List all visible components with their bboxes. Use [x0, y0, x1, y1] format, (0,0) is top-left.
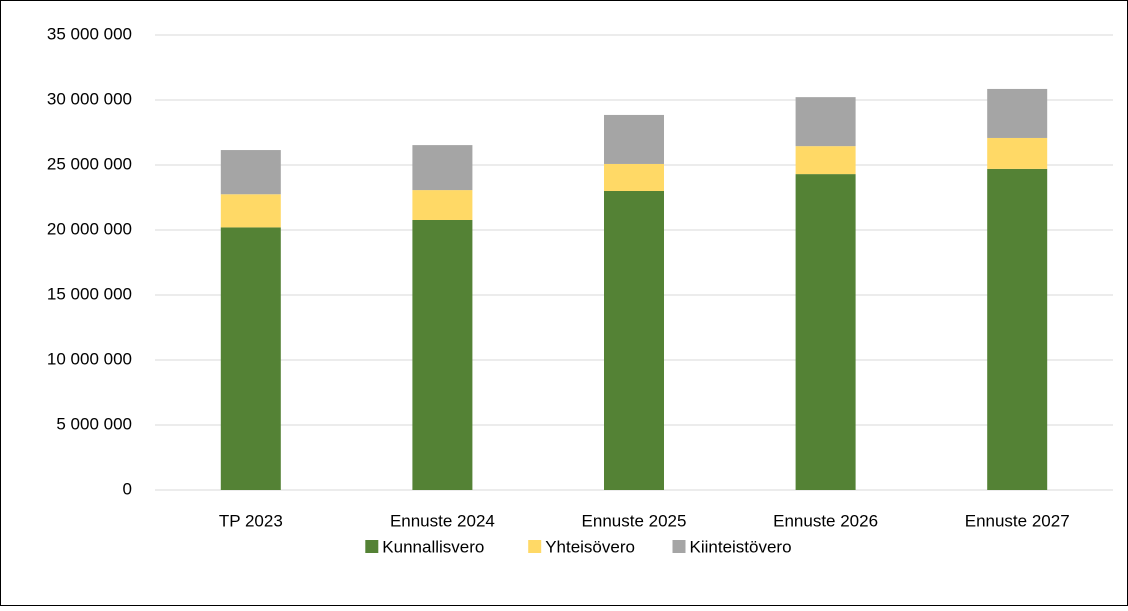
- bar-segment: [412, 219, 473, 491]
- legend-swatch: [672, 540, 686, 553]
- y-tick-label: 5 000 000: [56, 414, 132, 433]
- y-tick-label: 0: [123, 479, 132, 498]
- bar-segment: [220, 194, 281, 228]
- y-tick-label: 25 000 000: [47, 154, 132, 173]
- y-tick-label: 10 000 000: [47, 349, 132, 368]
- x-tick-label: Ennuste 2026: [773, 511, 878, 530]
- legend-label: Yhteisövero: [545, 537, 635, 556]
- legend-swatch: [528, 540, 542, 553]
- x-tick-label: Ennuste 2027: [965, 511, 1070, 530]
- legend-label: Kunnallisvero: [382, 537, 484, 556]
- x-tick-label: Ennuste 2025: [582, 511, 687, 530]
- x-tick-label: Ennuste 2024: [390, 511, 495, 530]
- bar-segment: [604, 191, 664, 490]
- y-tick-label: 35 000 000: [47, 24, 132, 43]
- bar-segment: [795, 146, 856, 175]
- bar-segment: [604, 114, 664, 164]
- legend-swatch: [365, 540, 379, 553]
- y-tick-label: 15 000 000: [47, 284, 132, 303]
- y-tick-label: 30 000 000: [47, 89, 132, 108]
- bar-segment: [220, 150, 281, 195]
- bar-segment: [987, 137, 1048, 169]
- bar-segment: [795, 97, 856, 147]
- bar-segment: [220, 227, 281, 490]
- bar-segment: [987, 88, 1048, 138]
- bar-segment: [604, 163, 664, 191]
- legend-label: Kiinteistövero: [690, 537, 792, 556]
- bar-segment: [987, 168, 1048, 490]
- y-tick-label: 20 000 000: [47, 219, 132, 238]
- bar-segment: [412, 190, 473, 220]
- bar-segment: [795, 174, 856, 490]
- bar-segment: [412, 145, 473, 191]
- x-tick-label: TP 2023: [219, 511, 283, 530]
